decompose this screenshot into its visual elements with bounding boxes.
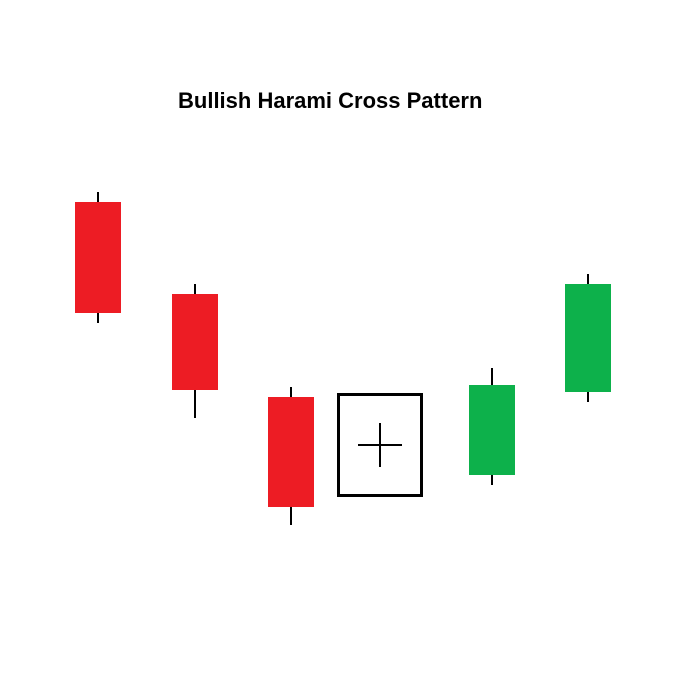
- lower-wick: [194, 390, 196, 418]
- doji-cross-vertical: [379, 423, 381, 467]
- lower-wick: [587, 392, 589, 402]
- candlestick-chart: [0, 0, 700, 700]
- upper-wick: [587, 274, 589, 284]
- candle-body: [268, 397, 314, 507]
- candle-body: [565, 284, 611, 392]
- lower-wick: [290, 507, 292, 525]
- candle-body: [469, 385, 515, 475]
- upper-wick: [97, 192, 99, 202]
- upper-wick: [491, 368, 493, 385]
- upper-wick: [194, 284, 196, 294]
- lower-wick: [97, 313, 99, 323]
- candle-body: [75, 202, 121, 313]
- lower-wick: [491, 475, 493, 485]
- upper-wick: [290, 387, 292, 397]
- candle-body: [172, 294, 218, 390]
